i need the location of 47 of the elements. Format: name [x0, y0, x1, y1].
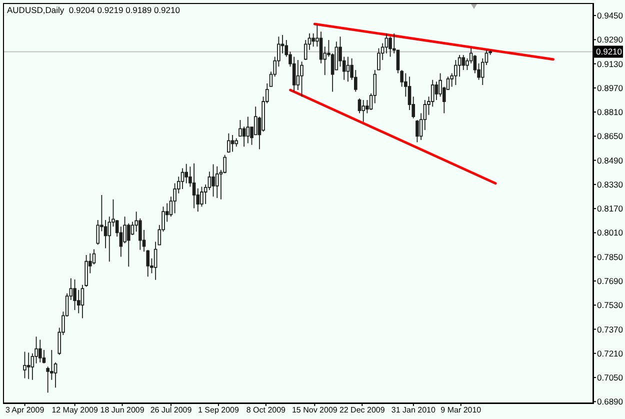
y-tick-label: 0.8810: [597, 107, 624, 118]
candlestick: [200, 186, 204, 208]
candlestick: [215, 166, 219, 198]
candlestick: [38, 339, 42, 363]
x-tick-label: 15 Nov 2009: [292, 406, 338, 415]
y-tick-label: 0.8330: [597, 179, 624, 190]
y-tick-label: 0.7050: [597, 372, 624, 383]
x-tick-label: 12 May 2009: [52, 406, 98, 415]
x-tick-label: 3 Apr 2009: [5, 406, 45, 415]
candlestick: [26, 352, 30, 380]
x-tick-label: 22 Dec 2009: [339, 406, 386, 415]
y-tick-label: 0.7690: [597, 276, 624, 286]
y-tick-label: 0.7850: [597, 252, 624, 262]
x-tick-label: 18 Jun 2009: [100, 406, 145, 415]
candlestick: [192, 162, 196, 209]
y-tick-label: 0.8170: [597, 204, 624, 214]
x-tick-label: 8 Oct 2009: [246, 406, 286, 415]
y-tick-label: 0.8490: [597, 155, 624, 166]
y-tick-label: 0.9130: [597, 58, 624, 69]
candlestick: [346, 56, 350, 82]
y-tick-label: 0.9290: [597, 34, 624, 45]
candlestick: [388, 36, 392, 58]
chart-title: AUDUSD,Daily 0.9204 0.9219 0.9189 0.9210: [7, 5, 180, 15]
candlestick: [246, 116, 250, 144]
candlestick: [154, 241, 158, 280]
y-tick-label: 0.7530: [597, 300, 624, 310]
candlestick: [362, 100, 365, 122]
y-tick-label: 0.6890: [597, 396, 624, 407]
y-tick-label: 0.7210: [597, 348, 624, 358]
candlestick: [23, 351, 26, 379]
x-tick-label: 31 Jan 2010: [391, 406, 436, 415]
candlestick: [234, 138, 238, 148]
y-tick-label: 0.8970: [597, 82, 624, 93]
candlestick: [73, 279, 76, 310]
y-tick-label: 0.7370: [597, 324, 624, 334]
ref-line-label: 0.9210: [596, 46, 622, 57]
x-tick-label: 1 Sep 2009: [198, 406, 240, 415]
x-tick-label: 9 Mar 2010: [440, 406, 482, 415]
y-tick-label: 0.9450: [597, 10, 624, 21]
candlestick: [180, 168, 184, 190]
y-tick-label: 0.8010: [597, 228, 624, 238]
y-tick-label: 0.8650: [597, 131, 624, 142]
candlestick: [230, 134, 234, 152]
candlestick: [227, 132, 230, 154]
candlestick: [212, 164, 215, 198]
x-tick-label: 26 Jul 2009: [150, 406, 192, 415]
candlestick: [300, 61, 304, 98]
